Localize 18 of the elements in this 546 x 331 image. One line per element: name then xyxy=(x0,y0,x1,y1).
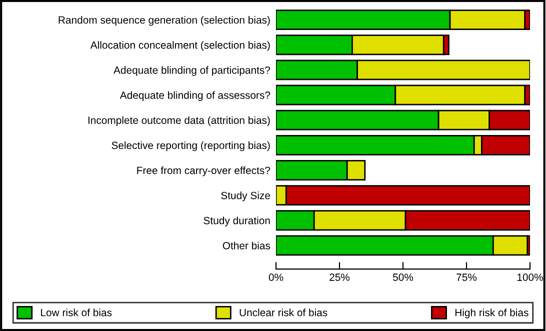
y-tick-label: Allocation concealment (selection bias) xyxy=(90,41,270,51)
x-tick-label: 0% xyxy=(268,274,284,281)
y-tick-label: Adequate blinding of assessors? xyxy=(120,91,270,101)
y-tick-label: Free from carry-over effects? xyxy=(137,166,270,176)
x-tick-label: 100% xyxy=(517,274,543,281)
legend-label: High risk of bias xyxy=(455,308,528,318)
x-tick-label: 25% xyxy=(330,274,350,281)
legend-label: Low risk of bias xyxy=(41,308,112,316)
y-tick-label: Random sequence generation (selection bias) xyxy=(58,16,270,26)
y-tick-label: Study Size xyxy=(221,192,270,202)
x-tick-label: 50% xyxy=(392,274,414,281)
y-tick-label: Incomplete outcome data (attrition bias) xyxy=(88,116,270,126)
legend-label: Unclear risk of bias xyxy=(240,308,328,316)
x-tick-label: 75% xyxy=(456,274,477,281)
y-tick-label: Study duration xyxy=(204,216,270,226)
y-tick-label: Other bias xyxy=(222,242,270,250)
y-tick-label: Adequate blinding of participants? xyxy=(114,66,270,76)
y-tick-label: Selective reporting (reporting bias) xyxy=(112,141,270,152)
